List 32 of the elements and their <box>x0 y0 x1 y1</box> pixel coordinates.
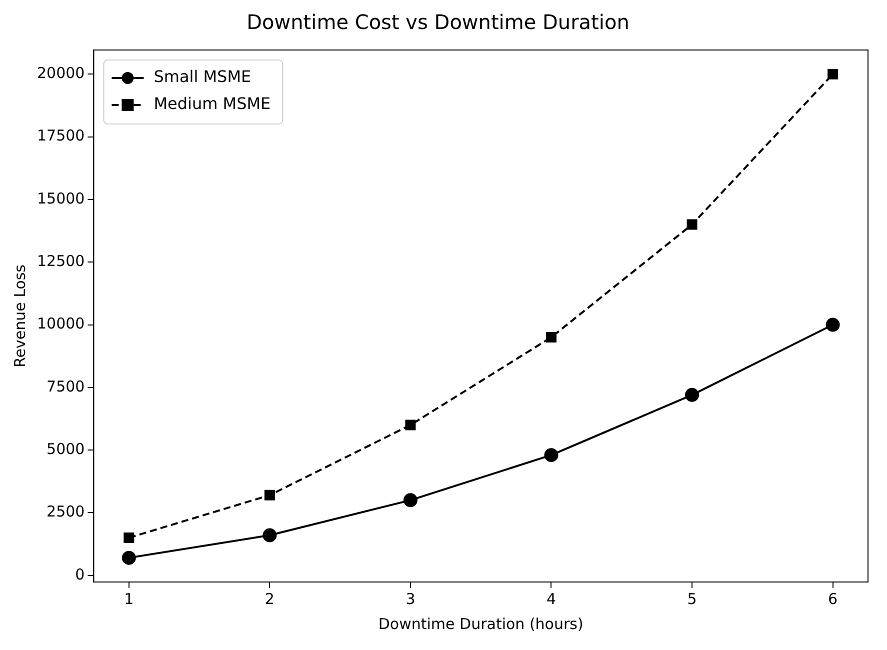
x-tick-label: 4 <box>546 590 556 608</box>
y-tick-label: 0 <box>75 565 85 584</box>
x-tick-label: 6 <box>828 590 838 608</box>
x-tick-label: 5 <box>687 590 697 608</box>
y-tick-label: 15000 <box>37 189 85 208</box>
y-axis-title: Revenue Loss <box>10 264 29 368</box>
point <box>685 388 700 402</box>
point <box>403 493 418 508</box>
y-tick-label: 2500 <box>46 502 85 521</box>
point <box>124 532 134 544</box>
y-tick-label: 7500 <box>46 377 85 396</box>
point <box>405 420 416 430</box>
x-tick-label: 2 <box>264 590 274 608</box>
legend-label: Small MSME <box>154 67 252 86</box>
chart-title: Downtime Cost vs Downtime Duration <box>246 10 630 34</box>
y-tick-label: 5000 <box>46 440 85 458</box>
point <box>546 332 556 343</box>
y-tick-label: 17500 <box>37 126 85 145</box>
point <box>686 219 698 230</box>
y-tick-label: 20000 <box>37 64 85 82</box>
y-tick-label: 10000 <box>37 314 85 333</box>
legend-label: Medium MSME <box>154 94 271 114</box>
point <box>544 448 558 462</box>
point <box>262 528 277 542</box>
x-tick-label: 1 <box>124 590 134 608</box>
point <box>828 68 838 80</box>
point <box>264 490 275 500</box>
x-axis-title: Downtime Duration (hours) <box>378 614 584 633</box>
point <box>122 550 136 565</box>
x-tick-label: 3 <box>406 590 416 608</box>
point <box>826 318 840 332</box>
y-tick-label: 12500 <box>37 252 85 270</box>
